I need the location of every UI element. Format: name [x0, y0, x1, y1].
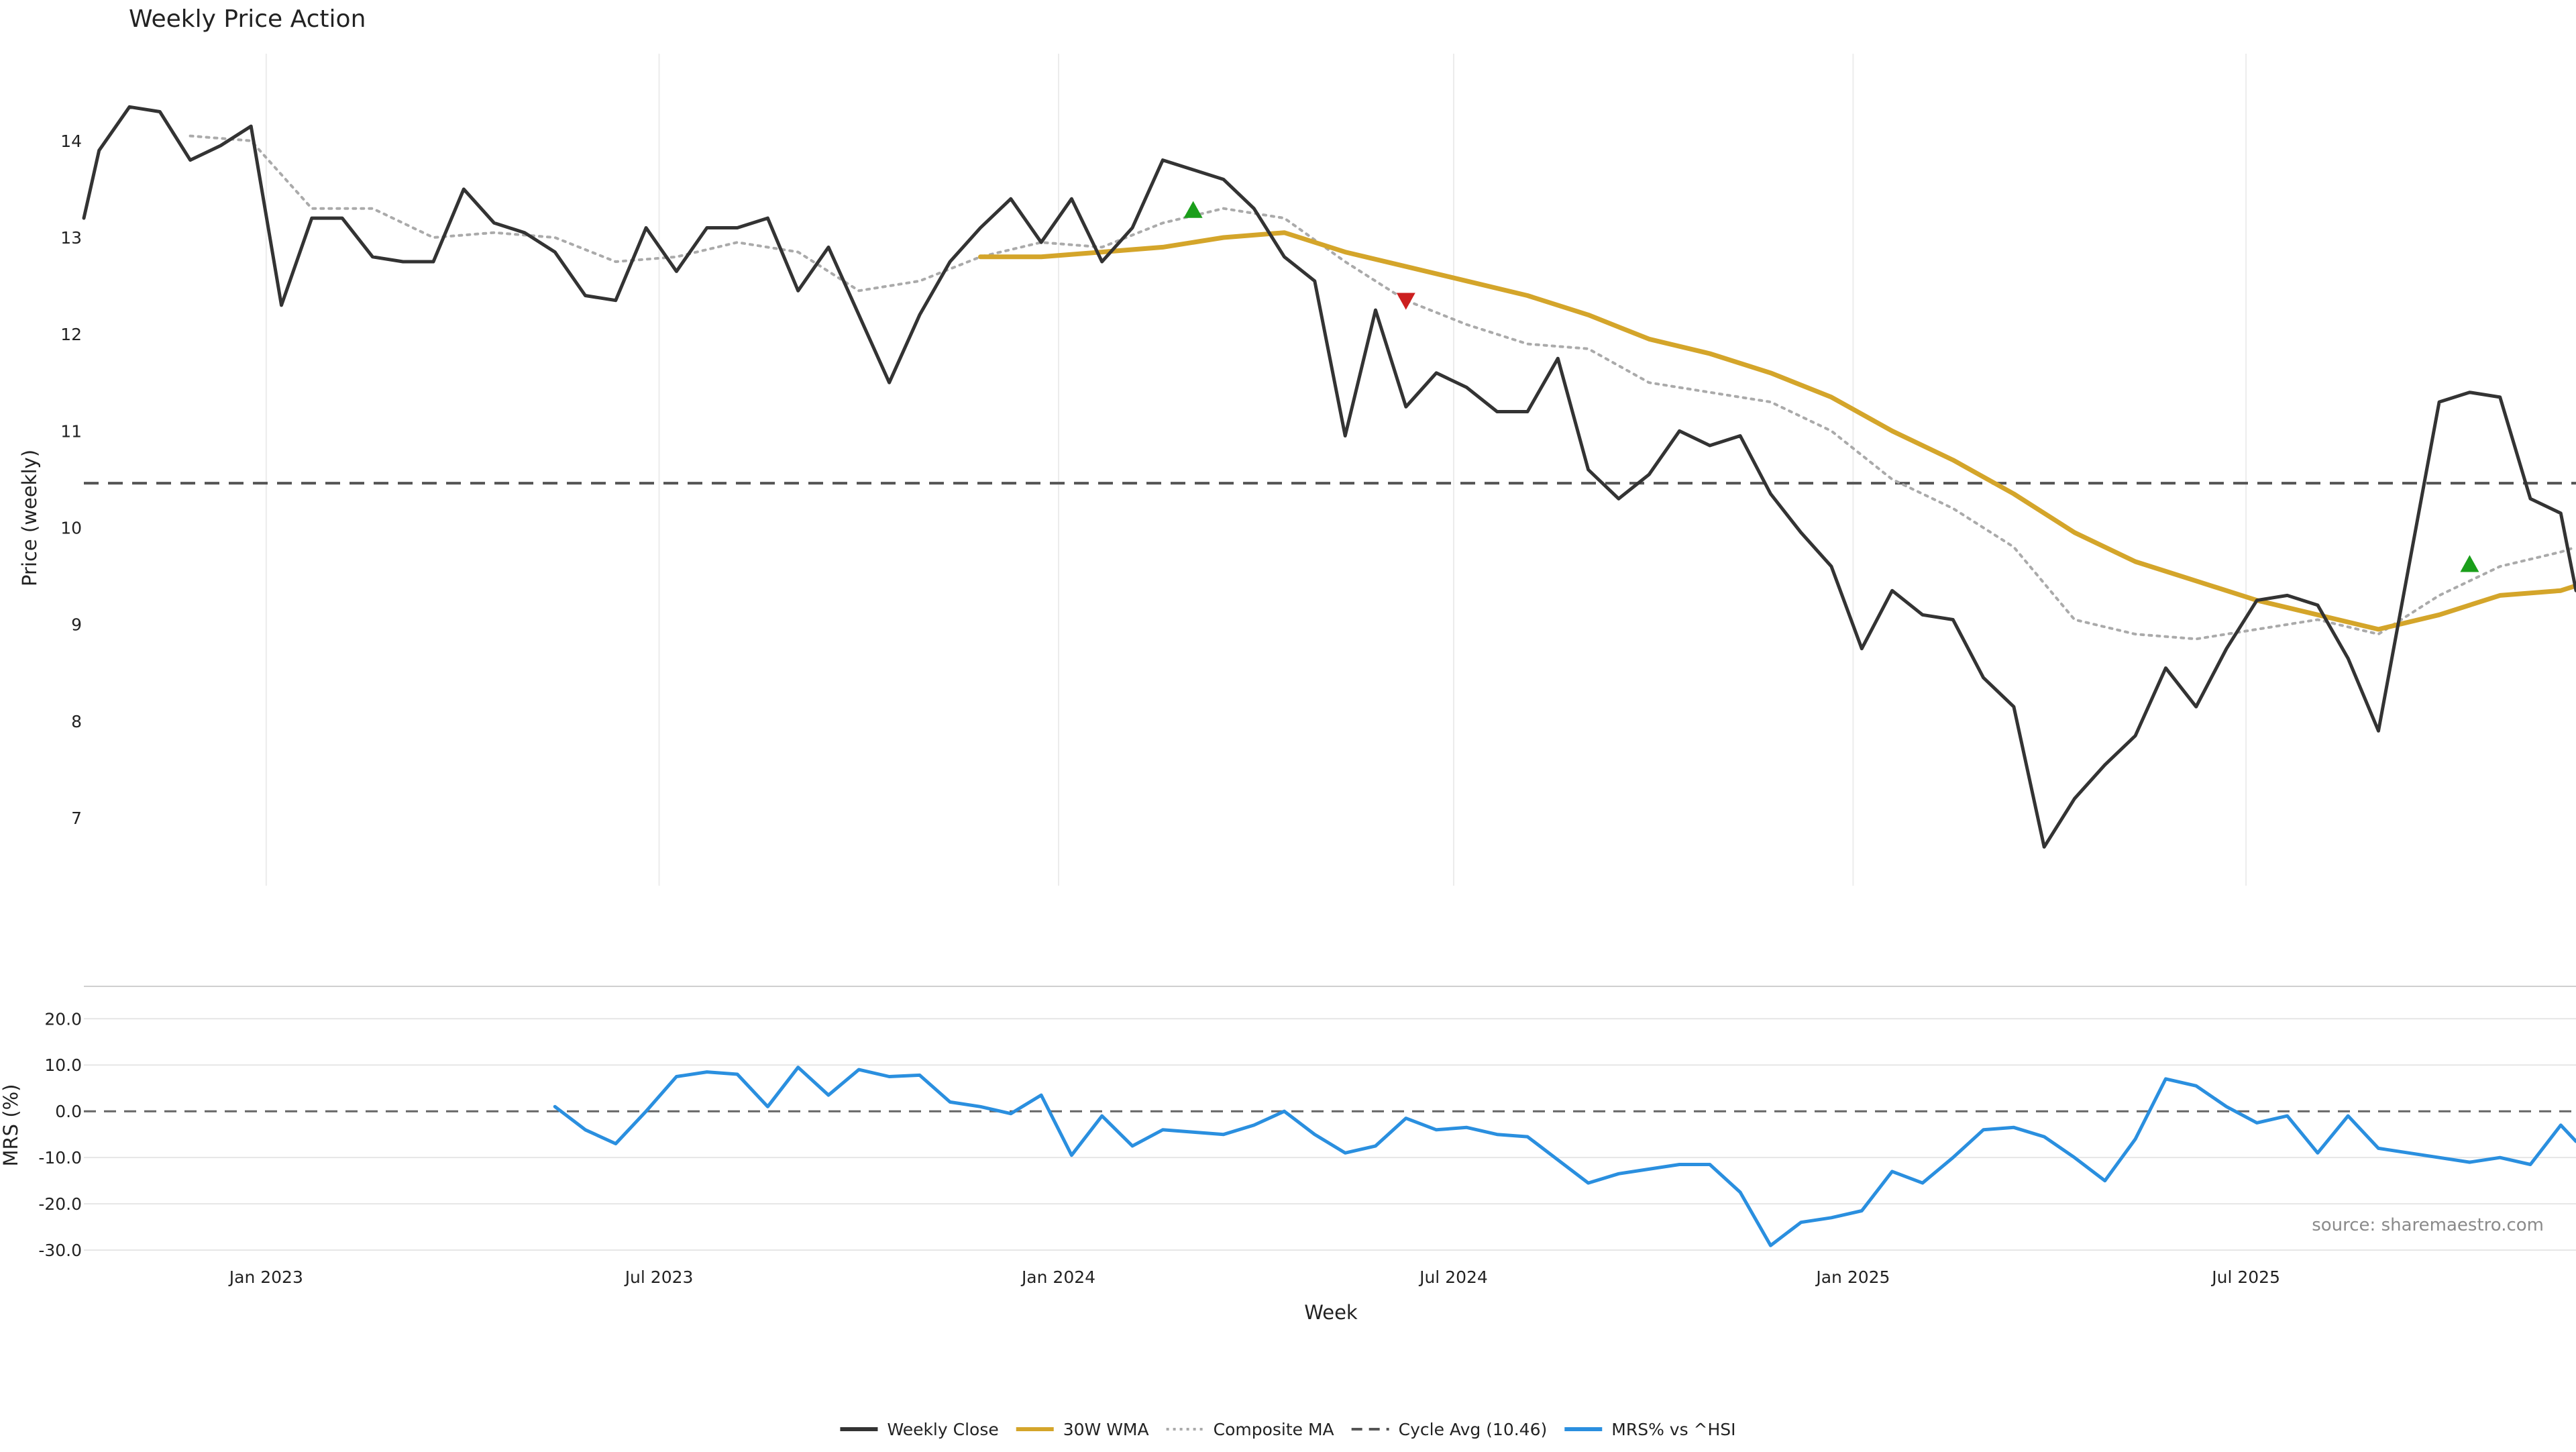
- x-tick-2: Jan 2024: [1020, 1267, 1095, 1287]
- mrs-y-tick-4: 10.0: [44, 1055, 82, 1075]
- x-tick-0: Jan 2023: [228, 1267, 303, 1287]
- legend-label-3: Cycle Avg (10.46): [1399, 1420, 1548, 1439]
- legend-label-4: MRS% vs ^HSI: [1611, 1420, 1735, 1439]
- legend-label-0: Weekly Close: [887, 1420, 998, 1439]
- mrs-y-tick-1: -20.0: [38, 1194, 82, 1214]
- mrs-y-axis-label: MRS (%): [0, 1084, 22, 1167]
- x-tick-4: Jan 2025: [1815, 1267, 1890, 1287]
- mrs-y-tick-2: -10.0: [38, 1148, 82, 1168]
- x-tick-1: Jul 2023: [624, 1267, 694, 1287]
- legend-label-1: 30W WMA: [1063, 1420, 1149, 1439]
- price-y-tick-3: 10: [60, 519, 82, 538]
- source-label: source: sharemaestro.com: [2312, 1215, 2544, 1235]
- price-y-tick-0: 7: [71, 809, 82, 828]
- price-y-tick-7: 14: [60, 132, 82, 151]
- x-axis-label: Week: [1304, 1301, 1358, 1324]
- price-y-tick-1: 8: [71, 712, 82, 731]
- x-tick-3: Jul 2024: [1418, 1267, 1488, 1287]
- price-y-tick-2: 9: [71, 615, 82, 635]
- price-y-axis-label: Price (weekly): [18, 450, 41, 586]
- legend-label-2: Composite MA: [1214, 1420, 1334, 1439]
- mrs-y-tick-0: -30.0: [38, 1241, 82, 1260]
- chart-title: Weekly Price Action: [129, 5, 366, 33]
- price-y-tick-6: 13: [60, 228, 82, 248]
- price-y-tick-5: 12: [60, 325, 82, 344]
- x-tick-5: Jul 2025: [2210, 1267, 2280, 1287]
- mrs-y-tick-3: 0.0: [55, 1102, 82, 1121]
- mrs-y-tick-5: 20.0: [44, 1009, 82, 1029]
- price-y-tick-4: 11: [60, 421, 82, 441]
